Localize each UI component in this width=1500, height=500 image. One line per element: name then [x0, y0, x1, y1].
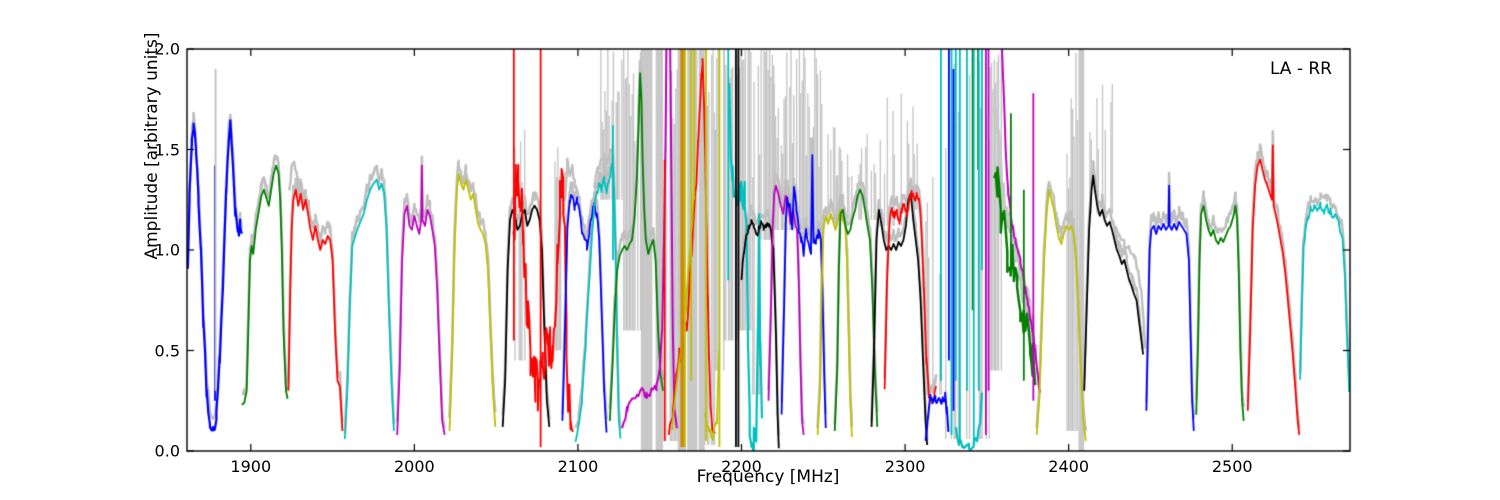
x-tick-label: 2400	[1048, 457, 1089, 476]
y-tick-label: 2.0	[154, 39, 180, 59]
x-tick-label: 2200	[721, 457, 762, 476]
y-tick-label: 1.5	[154, 140, 180, 159]
x-tick-label: 2000	[394, 457, 435, 476]
y-tick-label: 0.0	[154, 441, 180, 461]
x-tick-label: 2300	[884, 457, 926, 476]
y-tick-label: 1.0	[154, 240, 180, 260]
polarization-label: LA - RR	[1269, 59, 1332, 79]
x-tick-label: 1900	[230, 457, 272, 476]
x-tick-label: 2500	[1211, 457, 1253, 476]
x-axis-label: Frequency [MHz]	[696, 467, 840, 487]
x-tick-label: 2100	[557, 457, 599, 476]
y-tick-label: 0.5	[154, 341, 180, 360]
